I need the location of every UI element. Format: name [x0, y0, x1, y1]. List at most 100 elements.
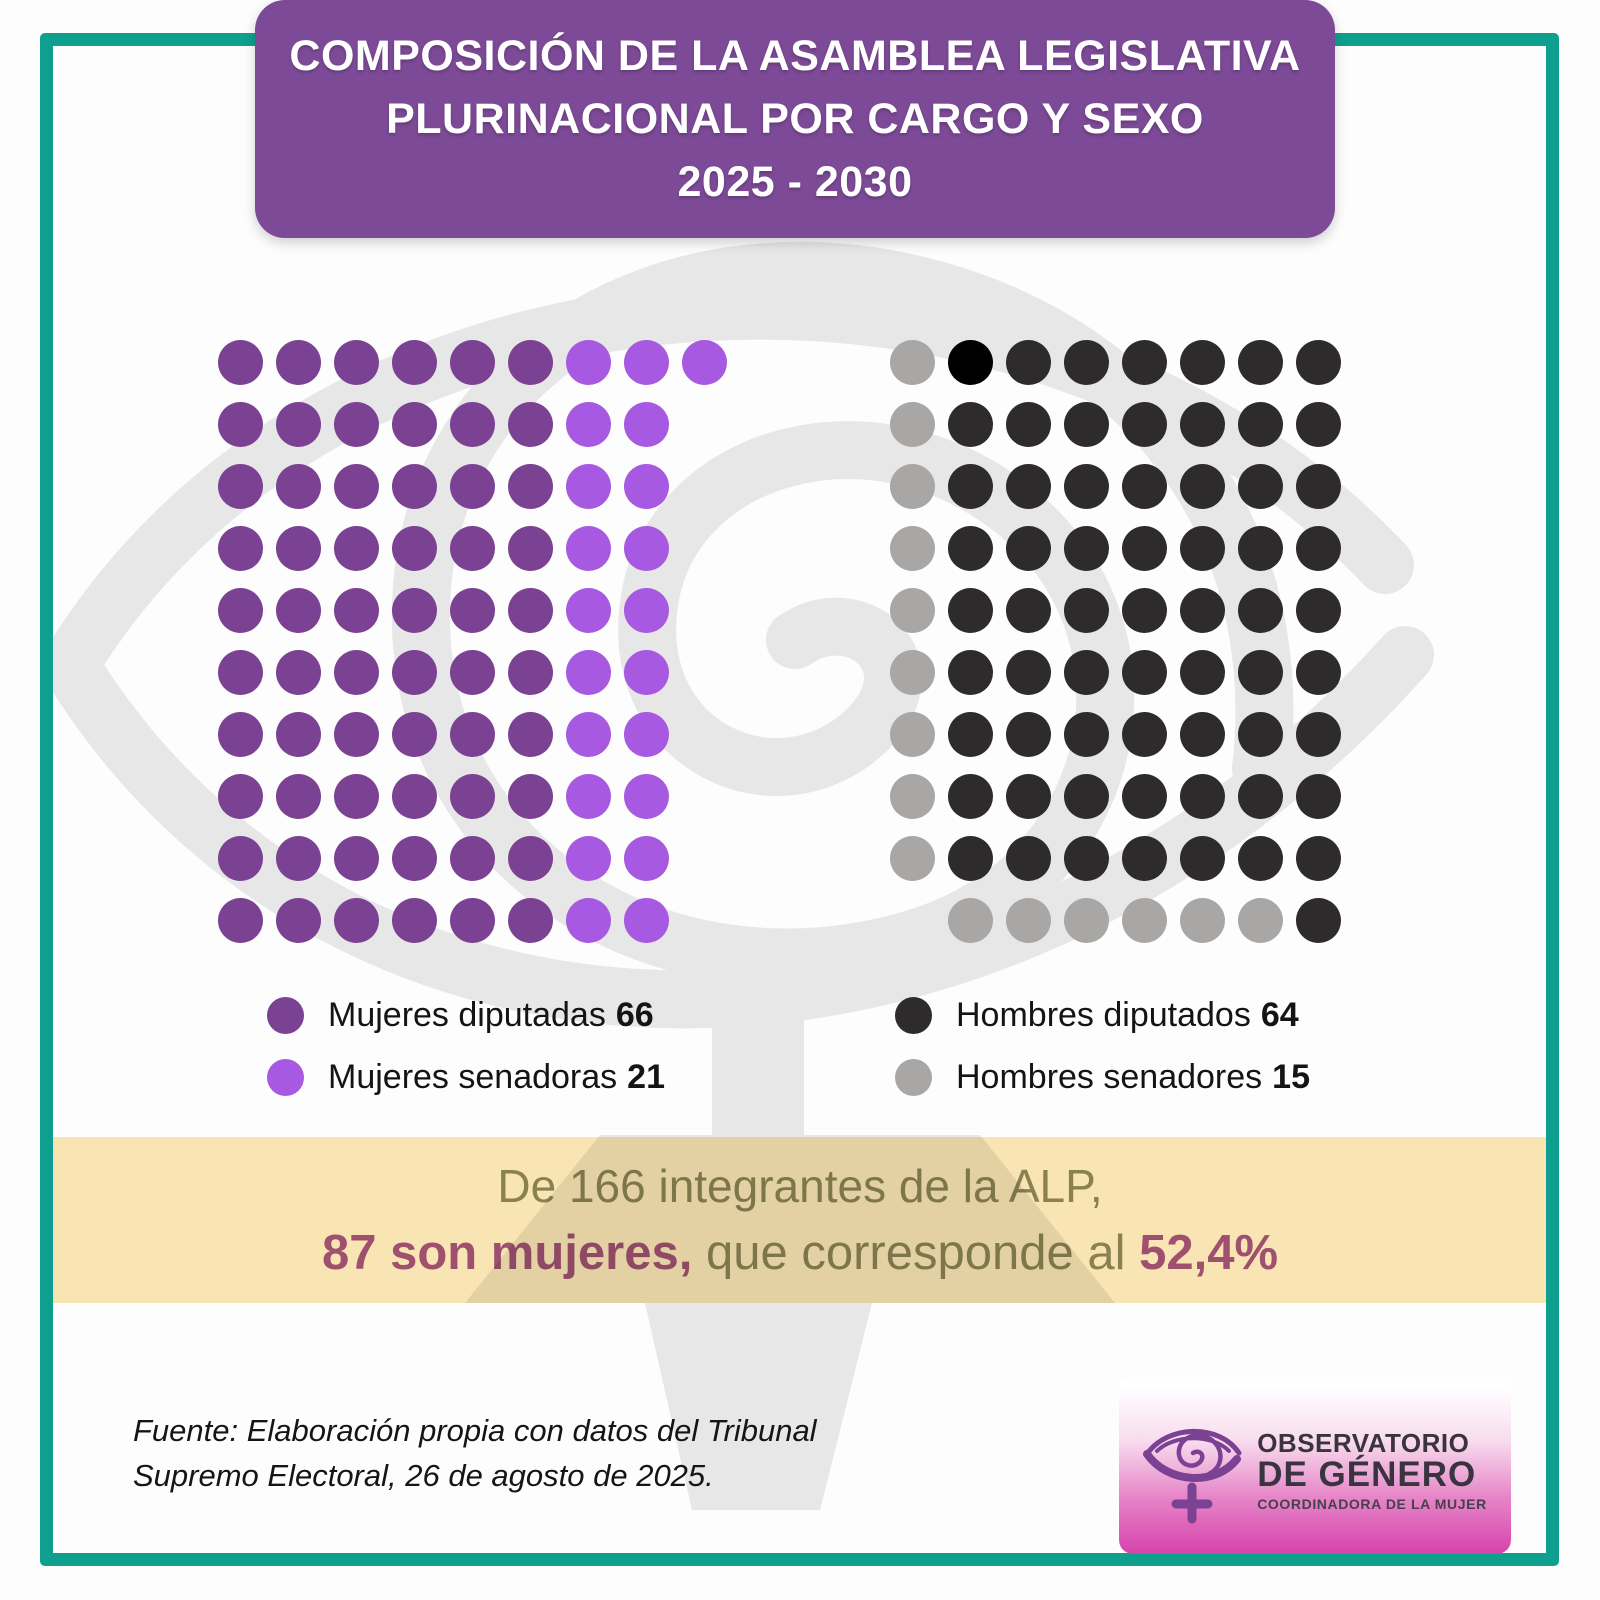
dot-mujer-diputada: [508, 402, 553, 447]
dot-hombre-diputado: [1238, 402, 1283, 447]
dot-mujer-diputada: [276, 712, 321, 757]
summary-percentage: 52,4%: [1139, 1226, 1279, 1280]
dot-hombre-diputado: [1122, 588, 1167, 633]
dot-mujer-diputada: [218, 340, 263, 385]
title-line-3: 2025 - 2030: [677, 157, 913, 206]
dot-mujer-diputada: [450, 712, 495, 757]
dot-mujer-diputada: [218, 836, 263, 881]
dot-mujer-diputada: [334, 774, 379, 819]
legend-value: 15: [1272, 1057, 1310, 1096]
dot-mujer-diputada: [276, 774, 321, 819]
dot-mujer-diputada: [450, 650, 495, 695]
dot-mujer-senadora: [624, 588, 669, 633]
dot-mujer-diputada: [392, 774, 437, 819]
dot-hombre-diputado: [1296, 650, 1341, 695]
summary-women-count: 87 son mujeres,: [321, 1226, 693, 1280]
title-line-2: PLURINACIONAL POR CARGO Y SEXO: [386, 94, 1204, 143]
source-note: Fuente: Elaboración propia con datos del…: [133, 1408, 817, 1498]
dot-hombre-senador: [890, 526, 935, 571]
dot-mujer-senadora: [566, 650, 611, 695]
dot-hombre-diputado: [1064, 712, 1109, 757]
dot-mujer-diputada: [392, 402, 437, 447]
dot-hombre-diputado: [948, 464, 993, 509]
dot-row: [218, 464, 727, 509]
dot-hombre-diputado: [1180, 340, 1225, 385]
dot-mujer-diputada: [334, 402, 379, 447]
dot-mujer-senadora: [624, 836, 669, 881]
logo-subtitle: COORDINADORA DE LA MUJER: [1257, 1496, 1487, 1512]
legend-label: Mujeres diputadas: [328, 995, 606, 1034]
dot-row: [890, 898, 1341, 943]
dot-mujer-diputada: [276, 836, 321, 881]
dot-hombre-diputado: [1064, 526, 1109, 571]
dot-hombre-diputado: [1296, 712, 1341, 757]
logo-title-1: OBSERVATORIO: [1257, 1428, 1470, 1458]
dot-row: [218, 588, 727, 633]
dot-mujer-senadora: [624, 774, 669, 819]
dot-hombre-diputado: [948, 774, 993, 819]
dot-mujer-senadora: [624, 340, 669, 385]
dot-hombre-diputado: [1180, 402, 1225, 447]
dot-hombre-diputado: [948, 650, 993, 695]
dot-hombre-diputado: [1180, 774, 1225, 819]
dot-mujer-senadora: [566, 464, 611, 509]
dot-hombre-diputado: [1296, 340, 1341, 385]
dot-mujer-senadora: [624, 712, 669, 757]
legend-item-mujeres-diputadas: Mujeres diputadas 66: [267, 996, 665, 1034]
dot-mujer-senadora: [566, 588, 611, 633]
title-card: COMPOSICIÓN DE LA ASAMBLEA LEGISLATIVA P…: [255, 0, 1335, 238]
dot-mujer-senadora: [624, 898, 669, 943]
dot-mujer-diputada: [334, 464, 379, 509]
legend-label: Mujeres senadoras: [328, 1057, 618, 1096]
dot-hombre-senador: [890, 588, 935, 633]
dot-hombre-diputado: [1006, 340, 1051, 385]
dot-hombre-senador: [890, 464, 935, 509]
dot-hombre-diputado: [1180, 836, 1225, 881]
dot-mujer-diputada: [450, 774, 495, 819]
dot-hombre-diputado: [948, 402, 993, 447]
dot-row: [218, 712, 727, 757]
dot-hombre-diputado: [1296, 464, 1341, 509]
legend-swatch-mujer-diputada: [267, 996, 304, 1034]
dot-mujer-diputada: [508, 712, 553, 757]
dot-row: [890, 774, 1341, 819]
dot-hombre-diputado: [1122, 836, 1167, 881]
legend-swatch-hombre-senador: [895, 1058, 932, 1096]
dot-hombre-senador: [1180, 898, 1225, 943]
dot-hombre-diputado: [1296, 588, 1341, 633]
dot-hombre-diputado: [1122, 464, 1167, 509]
dot-hombre-diputado: [1006, 588, 1051, 633]
dot-mujer-diputada: [276, 526, 321, 571]
waffle-grid-mujeres: [218, 340, 727, 960]
legend-label: Hombres diputados: [956, 995, 1251, 1034]
dot-mujer-senadora: [566, 340, 611, 385]
dot-mujer-diputada: [218, 464, 263, 509]
legend-item-hombres-senadores: Hombres senadores 15: [895, 1058, 1310, 1096]
dot-mujer-diputada: [450, 836, 495, 881]
dot-hombre-diputado: [1180, 526, 1225, 571]
dot-mujer-diputada: [508, 836, 553, 881]
dot-hombre-diputado: [1296, 526, 1341, 571]
dot-mujer-senadora: [624, 650, 669, 695]
dot-row: [218, 836, 727, 881]
dot-row: [218, 774, 727, 819]
summary-banner: De 166 integrantes de la ALP, 87 son muj…: [48, 1137, 1552, 1303]
dot-mujer-diputada: [508, 464, 553, 509]
source-line-2: Supremo Electoral, 26 de agosto de 2025.: [133, 1458, 714, 1493]
dot-mujer-diputada: [450, 340, 495, 385]
dot-hombre-diputado: [1180, 588, 1225, 633]
dot-mujer-diputada: [334, 712, 379, 757]
dot-mujer-diputada: [450, 464, 495, 509]
dot-hombre-senador: [1122, 898, 1167, 943]
dot-hombre-senador: [1064, 898, 1109, 943]
dot-mujer-diputada: [508, 526, 553, 571]
dot-row: [890, 650, 1341, 695]
dot-hombre-diputado: [1064, 650, 1109, 695]
legend-mujeres: Mujeres diputadas 66 Mujeres senadoras 2…: [267, 996, 665, 1120]
dot-mujer-diputada: [450, 898, 495, 943]
dot-mujer-diputada: [334, 836, 379, 881]
dot-row: [890, 340, 1341, 385]
dot-hombre-diputado: [1006, 526, 1051, 571]
dot-hombre-diputado: [1006, 774, 1051, 819]
dot-mujer-diputada: [392, 712, 437, 757]
